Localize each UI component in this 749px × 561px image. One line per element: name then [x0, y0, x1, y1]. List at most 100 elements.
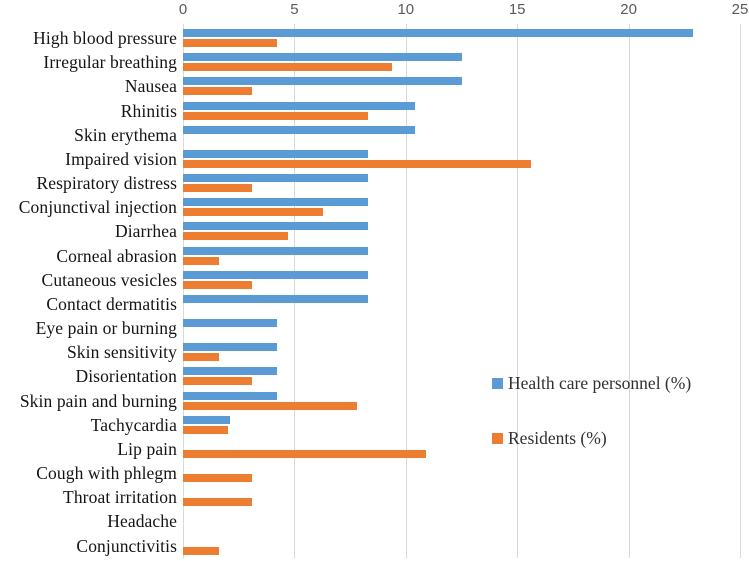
bar-row: [183, 195, 740, 219]
x-tick-label-5: 5: [290, 1, 299, 18]
bar-row: [183, 219, 740, 243]
bar-row: [183, 50, 740, 74]
bar-row: [183, 509, 740, 533]
bar-row: [183, 461, 740, 485]
bar-residents: [183, 280, 253, 289]
gridline-x-0: [183, 24, 184, 558]
gridline-x-15: [517, 24, 519, 558]
bar-residents: [183, 474, 253, 483]
bar-health-care-personnel: [183, 125, 415, 134]
bar-residents: [183, 159, 531, 168]
bar-row: [183, 316, 740, 340]
x-tick-label-25: 25: [731, 1, 749, 18]
category-label: Eye pain or burning: [35, 318, 177, 339]
bar-row: [183, 534, 740, 558]
legend-label-health-care-personnel: Health care personnel (%): [508, 373, 692, 393]
category-label: Nausea: [124, 76, 177, 97]
bar-row: [183, 340, 740, 364]
legend-label-residents: Residents (%): [508, 428, 607, 448]
gridline-x-25: [740, 24, 741, 558]
legend-item-residents: Residents (%): [492, 428, 607, 449]
bar-residents: [183, 208, 324, 217]
plot-area: [183, 26, 740, 558]
bar-health-care-personnel: [183, 270, 368, 279]
bar-row: [183, 171, 740, 195]
category-label: Cutaneous vesicles: [41, 269, 177, 290]
category-label: Irregular breathing: [43, 52, 177, 73]
bar-residents: [183, 377, 253, 386]
bar-health-care-personnel: [183, 391, 277, 400]
category-label: Tachycardia: [90, 414, 177, 435]
bar-health-care-personnel: [183, 149, 368, 158]
bar-health-care-personnel: [183, 246, 368, 255]
bar-residents: [183, 87, 253, 96]
category-label: Conjunctival injection: [18, 197, 177, 218]
category-label: High blood pressure: [33, 28, 177, 48]
x-tick-label-0: 0: [178, 1, 188, 18]
bar-residents: [183, 39, 277, 48]
bar-health-care-personnel: [183, 53, 462, 62]
gridline-x-20: [628, 24, 630, 558]
category-label: Skin erythema: [74, 124, 177, 145]
bar-row: [183, 123, 740, 147]
category-axis-labels: High blood pressure Irregular breathing Na…: [0, 26, 177, 558]
bar-residents: [183, 63, 393, 72]
category-label: Throat irritation: [63, 487, 177, 508]
bar-residents: [183, 425, 228, 434]
category-label: Rhinitis: [120, 100, 177, 121]
bar-residents: [183, 546, 219, 555]
bar-row: [183, 147, 740, 171]
bar-residents: [183, 401, 357, 410]
bar-health-care-personnel: [183, 415, 230, 424]
bar-row: [183, 389, 740, 413]
bar-health-care-personnel: [183, 319, 277, 328]
bar-health-care-personnel: [183, 198, 368, 207]
bar-row: [183, 74, 740, 98]
bar-residents: [183, 498, 253, 507]
bar-residents: [183, 111, 368, 120]
category-label: Diarrhea: [114, 221, 177, 242]
category-label: Impaired vision: [65, 148, 177, 169]
bar-row: [183, 437, 740, 461]
category-label: Skin sensitivity: [66, 342, 177, 363]
x-tick-label-15: 15: [508, 1, 526, 18]
category-label: Respiratory distress: [36, 173, 177, 194]
legend-swatch-blue-icon: [492, 378, 503, 389]
bar-row: [183, 268, 740, 292]
gridline-x-5: [294, 24, 296, 558]
bar-residents: [183, 232, 288, 241]
category-label: Contact dermatitis: [46, 293, 177, 314]
bar-residents: [183, 353, 219, 362]
bar-health-care-personnel: [183, 367, 277, 376]
bar-health-care-personnel: [183, 174, 368, 183]
gridline-x-10: [405, 24, 407, 558]
bar-health-care-personnel: [183, 222, 368, 231]
bar-row: [183, 99, 740, 123]
bar-row: [183, 292, 740, 316]
category-label: Lip pain: [117, 438, 177, 459]
category-label: Skin pain and burning: [19, 390, 177, 411]
bar-row: [183, 26, 740, 50]
bar-row: [183, 364, 740, 388]
bar-row: [183, 244, 740, 268]
bar-health-care-personnel: [183, 294, 368, 303]
x-tick-label-10: 10: [397, 1, 415, 18]
bar-health-care-personnel: [183, 101, 415, 110]
bar-row: [183, 485, 740, 509]
bar-residents: [183, 256, 219, 265]
x-tick-label-20: 20: [620, 1, 637, 18]
legend-item-health-care-personnel: Health care personnel (%): [492, 373, 691, 394]
bar-health-care-personnel: [183, 29, 694, 38]
category-label: Disorientation: [75, 366, 177, 387]
category-label: Conjunctivitis: [76, 535, 177, 556]
bar-health-care-personnel: [183, 77, 462, 86]
legend-swatch-orange-icon: [492, 433, 503, 444]
bar-residents: [183, 450, 426, 458]
bar-health-care-personnel: [183, 343, 277, 352]
bar-residents: [183, 184, 253, 193]
category-label: Headache: [107, 511, 177, 532]
category-label: Corneal abrasion: [56, 245, 177, 266]
category-label: Cough with phlegm: [36, 463, 177, 484]
bar-row: [183, 413, 740, 437]
